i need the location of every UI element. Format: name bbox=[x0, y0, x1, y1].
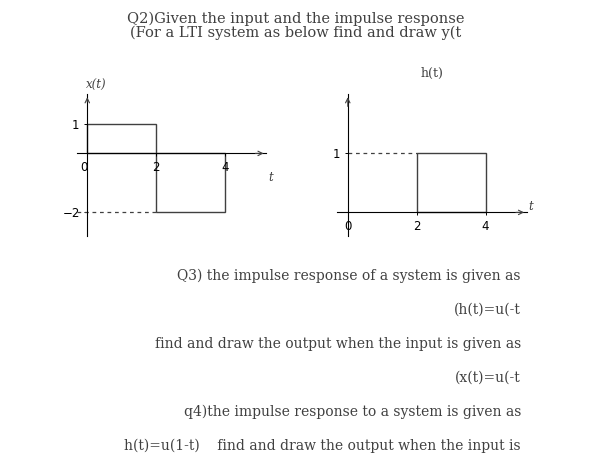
Text: t: t bbox=[268, 171, 273, 184]
Text: (x(t)=u(-t: (x(t)=u(-t bbox=[455, 371, 521, 385]
Text: q4)the impulse response to a system is given as: q4)the impulse response to a system is g… bbox=[184, 405, 521, 419]
Text: t: t bbox=[529, 200, 533, 213]
Text: x(t): x(t) bbox=[86, 78, 107, 92]
Bar bbox=[417, 153, 485, 212]
Text: h(t)=u(1-t)    find and draw the output when the input is: h(t)=u(1-t) find and draw the output whe… bbox=[124, 439, 521, 453]
Bar bbox=[156, 153, 225, 212]
Text: (h(t)=u(-t: (h(t)=u(-t bbox=[454, 303, 521, 317]
Text: Q3) the impulse response of a system is given as: Q3) the impulse response of a system is … bbox=[178, 269, 521, 283]
Text: (For a LTI system as below find and draw y(t: (For a LTI system as below find and draw… bbox=[130, 26, 462, 40]
Text: find and draw the output when the input is given as: find and draw the output when the input … bbox=[155, 337, 521, 351]
Text: h(t): h(t) bbox=[421, 67, 443, 80]
Text: Q2)Given the input and the impulse response: Q2)Given the input and the impulse respo… bbox=[127, 12, 465, 26]
Bar bbox=[87, 124, 156, 153]
